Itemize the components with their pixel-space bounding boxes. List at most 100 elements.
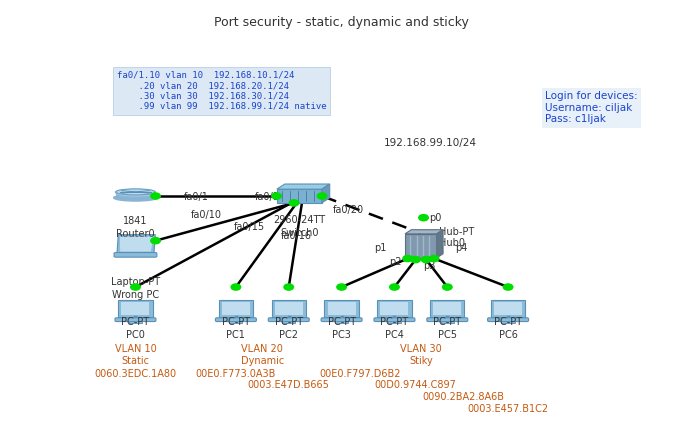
- FancyBboxPatch shape: [491, 300, 525, 317]
- Circle shape: [151, 238, 160, 244]
- FancyBboxPatch shape: [433, 302, 461, 315]
- Circle shape: [421, 256, 431, 263]
- Text: p1: p1: [374, 243, 387, 253]
- Text: fa0/16: fa0/16: [281, 231, 312, 241]
- Text: PC3: PC3: [332, 330, 351, 340]
- FancyBboxPatch shape: [494, 302, 522, 315]
- FancyBboxPatch shape: [388, 321, 401, 323]
- Text: fa0/1.10 vlan 10  192.168.10.1/24
    .20 vlan 20  192.168.20.1/24
    .30 vlan : fa0/1.10 vlan 10 192.168.10.1/24 .20 vla…: [117, 70, 327, 111]
- Text: PC5: PC5: [438, 330, 457, 340]
- FancyBboxPatch shape: [374, 318, 415, 322]
- FancyBboxPatch shape: [381, 302, 409, 315]
- Text: 1841: 1841: [123, 216, 148, 226]
- Text: 192.168.99.10/24: 192.168.99.10/24: [384, 138, 477, 148]
- FancyBboxPatch shape: [377, 300, 412, 317]
- Circle shape: [443, 284, 452, 290]
- Circle shape: [231, 284, 241, 290]
- FancyBboxPatch shape: [501, 321, 515, 323]
- FancyBboxPatch shape: [129, 321, 142, 323]
- Circle shape: [131, 284, 140, 290]
- Text: PC-PT: PC-PT: [275, 317, 303, 327]
- Circle shape: [411, 256, 420, 263]
- FancyBboxPatch shape: [222, 302, 250, 315]
- Text: Switch0: Switch0: [280, 228, 318, 238]
- Text: PC1: PC1: [226, 330, 246, 340]
- Text: p2: p2: [389, 257, 401, 267]
- FancyBboxPatch shape: [427, 318, 468, 322]
- Text: VLAN 30: VLAN 30: [400, 344, 442, 354]
- Text: fa0/10: fa0/10: [192, 210, 222, 220]
- Text: Static: Static: [121, 356, 149, 367]
- FancyBboxPatch shape: [219, 300, 253, 317]
- Text: Login for devices:
Username: ciljak
Pass: c1ljak: Login for devices: Username: ciljak Pass…: [545, 91, 638, 124]
- Text: Router0: Router0: [116, 229, 155, 239]
- Text: PC0: PC0: [126, 330, 145, 340]
- FancyBboxPatch shape: [271, 300, 306, 317]
- Text: Wrong PC: Wrong PC: [112, 290, 159, 300]
- Circle shape: [151, 193, 160, 199]
- Text: 0060.3EDC.1A80: 0060.3EDC.1A80: [94, 369, 177, 379]
- Text: PC-PT: PC-PT: [433, 317, 461, 327]
- Text: 00D0.9744.C897: 00D0.9744.C897: [374, 380, 456, 390]
- Circle shape: [337, 284, 346, 290]
- Text: p0: p0: [429, 213, 441, 223]
- Ellipse shape: [116, 189, 155, 195]
- Text: PC-PT: PC-PT: [327, 317, 355, 327]
- FancyBboxPatch shape: [282, 321, 295, 323]
- Text: 2960-24TT: 2960-24TT: [273, 215, 325, 225]
- FancyBboxPatch shape: [321, 318, 362, 322]
- FancyBboxPatch shape: [268, 318, 309, 322]
- FancyBboxPatch shape: [114, 252, 157, 257]
- FancyBboxPatch shape: [121, 302, 149, 315]
- Text: 0090.2BA2.8A6B: 0090.2BA2.8A6B: [422, 392, 504, 402]
- Polygon shape: [322, 184, 329, 203]
- Text: Stiky: Stiky: [409, 356, 433, 367]
- Text: fa0/1: fa0/1: [184, 192, 209, 202]
- Text: PC4: PC4: [385, 330, 404, 340]
- Text: PC6: PC6: [499, 330, 518, 340]
- FancyBboxPatch shape: [229, 321, 243, 323]
- Polygon shape: [436, 230, 443, 258]
- Circle shape: [419, 215, 428, 221]
- Text: Port security - static, dynamic and sticky: Port security - static, dynamic and stic…: [213, 16, 469, 29]
- Polygon shape: [405, 230, 443, 234]
- Text: p3: p3: [424, 261, 436, 271]
- Text: VLAN 20: VLAN 20: [241, 344, 283, 354]
- Text: 00E0.F797.D6B2: 00E0.F797.D6B2: [319, 369, 401, 379]
- FancyBboxPatch shape: [275, 302, 303, 315]
- Circle shape: [389, 284, 399, 290]
- FancyBboxPatch shape: [405, 234, 436, 258]
- Polygon shape: [277, 184, 329, 189]
- Circle shape: [503, 284, 513, 290]
- Circle shape: [284, 284, 293, 290]
- Circle shape: [272, 193, 282, 199]
- Text: Dynamic: Dynamic: [241, 356, 284, 367]
- Text: p4: p4: [456, 243, 468, 253]
- Circle shape: [430, 256, 439, 262]
- FancyBboxPatch shape: [430, 300, 464, 317]
- FancyBboxPatch shape: [488, 318, 529, 322]
- Text: PC2: PC2: [279, 330, 298, 340]
- Text: fa0/1: fa0/1: [255, 192, 280, 202]
- Text: PC-PT: PC-PT: [222, 317, 250, 327]
- Text: VLAN 10: VLAN 10: [115, 344, 156, 354]
- FancyBboxPatch shape: [116, 193, 155, 198]
- Text: 0003.E457.B1C2: 0003.E457.B1C2: [468, 405, 548, 414]
- FancyBboxPatch shape: [118, 300, 153, 317]
- Ellipse shape: [114, 194, 158, 201]
- Text: Hub-PT: Hub-PT: [439, 227, 475, 237]
- FancyBboxPatch shape: [335, 321, 349, 323]
- Circle shape: [403, 256, 413, 262]
- Text: 00E0.F773.0A3B: 00E0.F773.0A3B: [196, 369, 276, 379]
- Text: PC-PT: PC-PT: [494, 317, 522, 327]
- FancyBboxPatch shape: [277, 189, 322, 203]
- FancyBboxPatch shape: [115, 318, 156, 322]
- Text: 0003.E47D.B665: 0003.E47D.B665: [248, 380, 329, 390]
- Polygon shape: [120, 237, 153, 252]
- FancyBboxPatch shape: [327, 302, 355, 315]
- Text: fa0/20: fa0/20: [333, 205, 364, 215]
- FancyBboxPatch shape: [325, 300, 359, 317]
- Text: PC-PT: PC-PT: [381, 317, 409, 327]
- Text: Hub0: Hub0: [439, 238, 465, 248]
- Text: fa0/15: fa0/15: [233, 222, 265, 232]
